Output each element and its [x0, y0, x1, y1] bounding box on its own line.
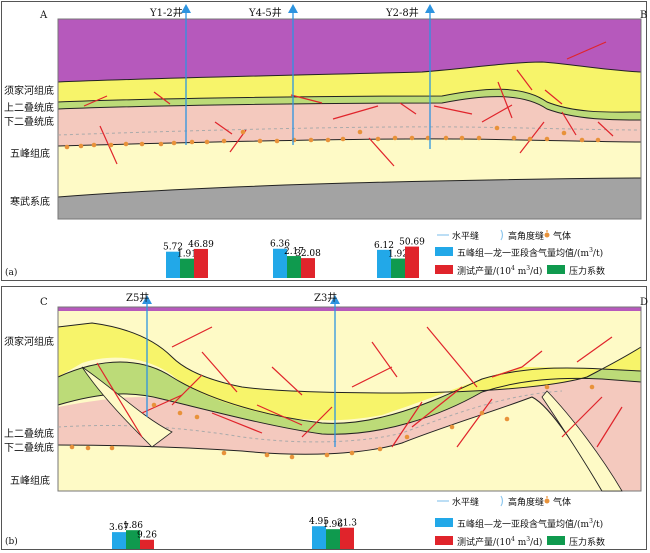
well-label: Z5井 — [126, 293, 150, 304]
gas-content-bar — [273, 248, 287, 278]
pressure-bar-label: 1.92 — [388, 250, 408, 260]
pressure-bar — [180, 258, 194, 278]
output-swatch — [435, 265, 453, 274]
formation-label: 须家河组底 — [4, 337, 54, 348]
gas-icon — [544, 232, 550, 238]
formation-label: 上二叠统底 — [4, 429, 54, 440]
formation-label: 五峰组底 — [10, 149, 50, 160]
pressure-bar-label: 1.86 — [123, 521, 143, 531]
legend-gas-label: 气体 — [553, 232, 572, 242]
high-angle-fracture-icon — [500, 229, 504, 241]
output-swatch — [435, 536, 453, 545]
formation-label: 上二叠统底 — [4, 103, 54, 114]
pressure-bar — [326, 529, 340, 549]
horizontal-fracture-a — [57, 126, 642, 136]
layer-pink-a — [58, 96, 641, 152]
pressure-bar-label: 2.17 — [284, 247, 304, 257]
well-arrow-icon — [142, 295, 152, 304]
output-bar-label: 9.26 — [137, 531, 157, 541]
gas-icon — [544, 498, 550, 504]
well-label: Y4-5井 — [249, 8, 282, 19]
gas-content-bar — [312, 526, 326, 549]
well-arrow-icon — [330, 295, 340, 304]
gas-content-bar — [112, 532, 126, 549]
corner-label-b: B — [640, 10, 648, 21]
pressure-swatch — [547, 265, 565, 274]
legend-pressure-label: 压力系数 — [569, 267, 606, 277]
legend-high-angle-label: 高角度缝 — [508, 498, 545, 508]
output-bar — [405, 246, 419, 278]
legend-gas-label: 气体 — [553, 498, 572, 508]
pressure-bar-label: 1.91 — [177, 250, 197, 260]
formation-label: 下二叠统底 — [4, 117, 54, 128]
legend-horizontal-label: 水平缝 — [452, 232, 480, 242]
layer-pink-b — [58, 378, 641, 491]
formation-label: 寒武系底 — [10, 197, 50, 208]
corner-label-c: C — [40, 297, 48, 308]
well-arrow-icon — [288, 4, 298, 13]
output-bar — [194, 248, 208, 278]
well-label: Z3井 — [314, 293, 338, 304]
pressure-bar — [391, 258, 405, 278]
wells-b — [142, 295, 340, 447]
gas-content-swatch — [435, 247, 453, 256]
panel-label-b: (b) — [5, 537, 18, 547]
layer-yellow-b — [58, 323, 641, 421]
gas-content-bar-label: 5.72 — [163, 243, 183, 253]
gas-content-bar-label: 4.95 — [309, 517, 329, 527]
legend-output-label: 测试产量/(104 m3/d) — [457, 265, 543, 277]
pressure-swatch — [547, 536, 565, 545]
well-label: Y2-8井 — [386, 8, 419, 19]
legend-a — [435, 229, 565, 274]
gas-content-bar — [166, 251, 180, 278]
layer-gray-a — [58, 178, 641, 219]
gas-dots-a — [64, 125, 601, 150]
high-angle-fracture-icon — [500, 495, 504, 507]
well-arrow-icon — [181, 4, 191, 13]
legend-gas-content-label: 五峰组—龙一亚段含气量均值/(m3/t) — [457, 518, 604, 530]
formation-label: 须家河组底 — [4, 86, 54, 97]
gas-content-bar-label: 6.36 — [270, 240, 290, 250]
formation-label: 下二叠统底 — [4, 443, 54, 454]
pressure-bar-label: 1.96 — [323, 520, 343, 530]
output-bar-label: 21.3 — [337, 519, 357, 529]
legend-horizontal-label: 水平缝 — [452, 498, 480, 508]
wells-a — [181, 4, 435, 149]
pressure-bar — [126, 530, 140, 549]
panel-label-a: (a) — [5, 268, 18, 278]
fractures-b — [96, 326, 623, 448]
legend-high-angle-label: 高角度缝 — [508, 232, 545, 242]
corner-label-d: D — [640, 297, 649, 308]
gas-content-bar-label: 3.67 — [109, 523, 129, 533]
legend-b — [435, 495, 565, 545]
legend-output-label: 测试产量/(104 m3/d) — [457, 536, 543, 548]
gas-content-bar-label: 6.12 — [374, 241, 394, 251]
fractures-a — [83, 41, 614, 167]
output-bar — [301, 258, 315, 278]
output-bar-label: 46.89 — [188, 240, 214, 250]
output-bar — [140, 539, 154, 549]
well-label: Y1-2井 — [150, 8, 183, 19]
gas-content-swatch — [435, 518, 453, 527]
legend-pressure-label: 压力系数 — [569, 538, 606, 548]
output-bar-label: 50.69 — [399, 238, 425, 248]
gas-content-bar — [377, 249, 391, 278]
panel-b: 3.67 1.86 9.26 4.95 1.96 21.3 C D Z5井 Z3井 须家河… — [1, 286, 649, 550]
horizontal-fracture-b — [57, 390, 563, 443]
pressure-bar — [287, 256, 301, 278]
corner-label-a: A — [40, 10, 48, 21]
gas-dots-b — [69, 384, 595, 460]
output-bar — [340, 527, 354, 549]
formation-label: 五峰组底 — [10, 476, 50, 487]
panel-a: 5.72 1.91 46.89 6.36 2.17 32.08 6.12 1.92 50.69 … — [1, 1, 647, 281]
well-arrow-icon — [425, 4, 435, 13]
legend-gas-content-label: 五峰组—龙一亚段含气量均值/(m3/t) — [457, 247, 604, 259]
output-bar-label: 32.08 — [295, 249, 321, 259]
